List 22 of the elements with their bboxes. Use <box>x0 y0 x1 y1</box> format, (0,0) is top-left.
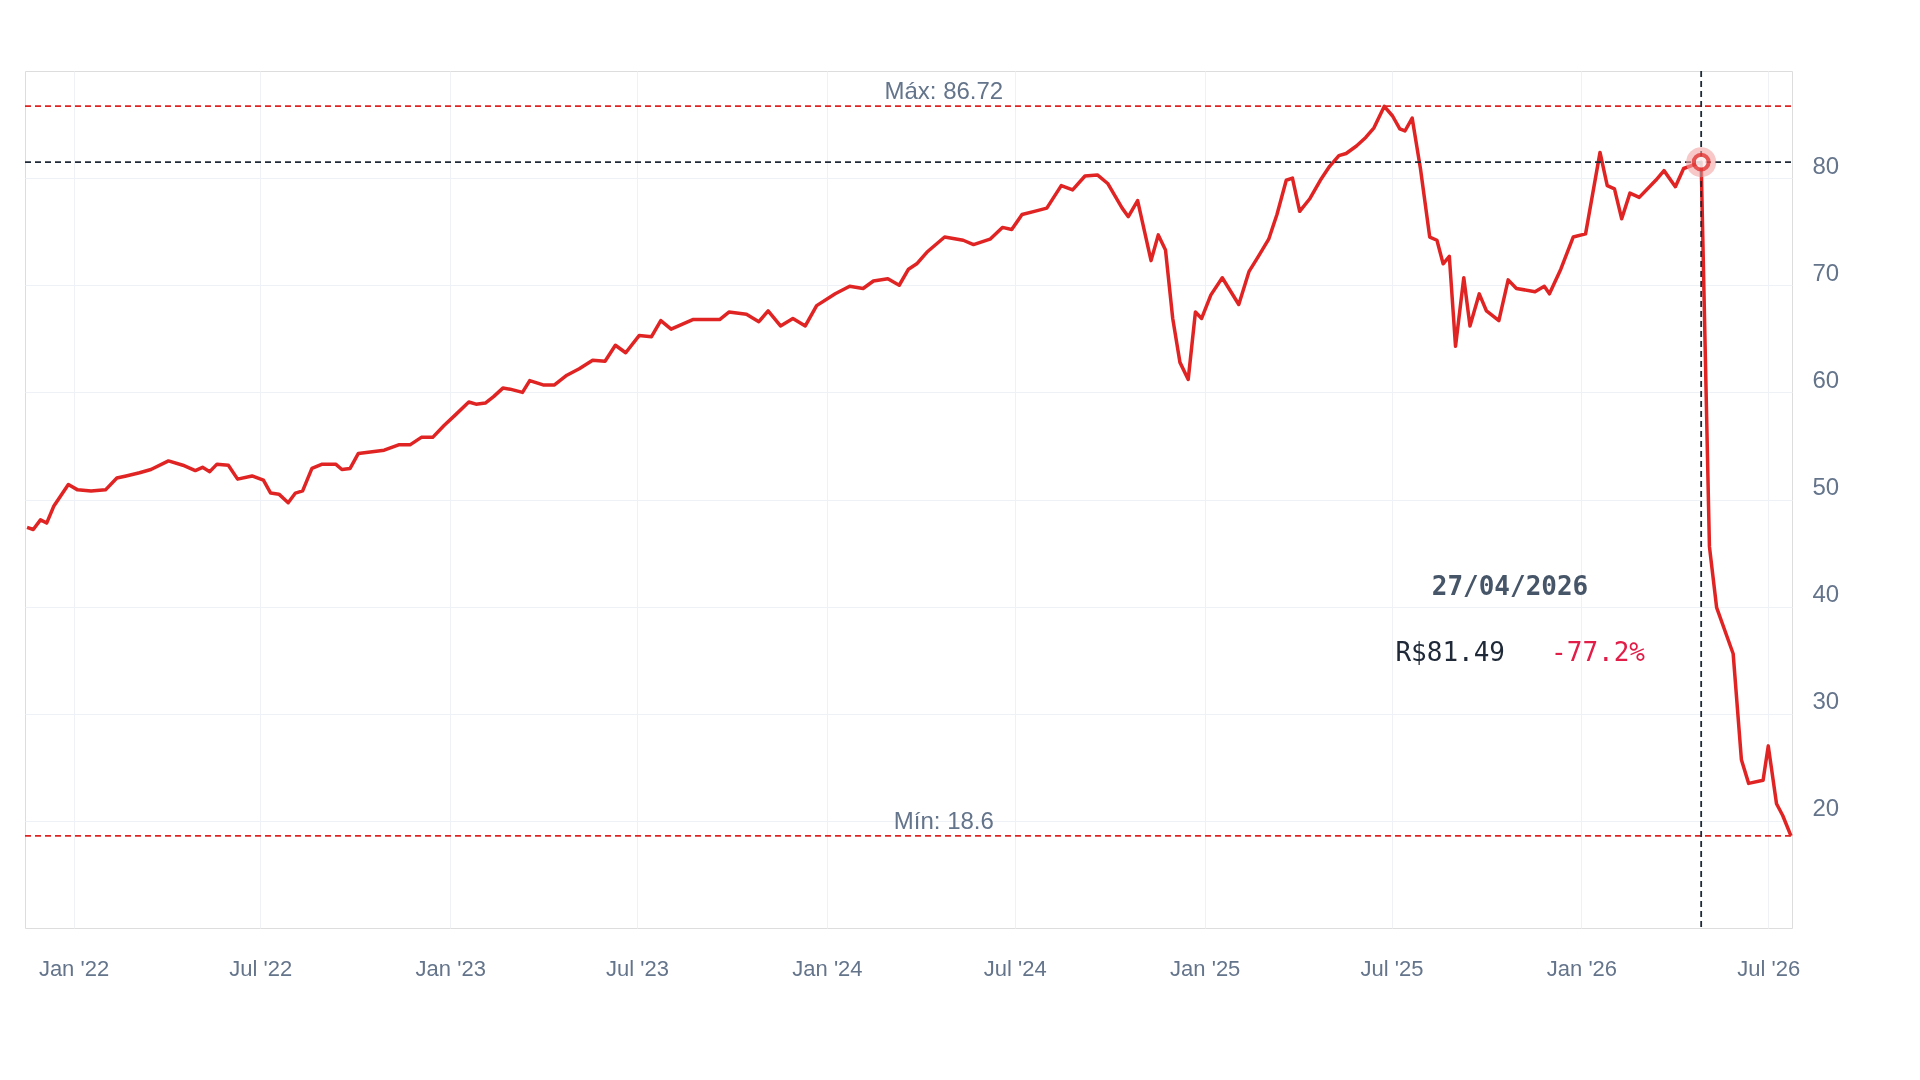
ref-line-label: Mín: 18.6 <box>893 806 994 834</box>
x-tick-label: Jul '22 <box>229 955 293 981</box>
x-tick-label: Jul '25 <box>1360 955 1424 981</box>
y-tick-label: 20 <box>1812 794 1840 822</box>
x-tick-label: Jan '24 <box>792 955 863 981</box>
x-tick-label: Jan '26 <box>1546 955 1618 981</box>
y-tick-label: 50 <box>1812 473 1840 500</box>
y-tick-label: 30 <box>1812 687 1840 715</box>
x-tick-label: Jan '23 <box>415 955 486 981</box>
annotation: 27/04/2026 <box>1431 571 1589 601</box>
annotation: R$81.49 <box>1395 637 1505 667</box>
x-tick-label: Jan '22 <box>38 955 110 981</box>
y-tick-label: 70 <box>1812 258 1840 286</box>
x-tick-label: Jul '24 <box>983 955 1047 981</box>
x-tick-label: Jan '25 <box>1170 955 1241 981</box>
ref-line-label: Máx: 86.72 <box>884 77 1004 105</box>
y-tick-label: 40 <box>1812 580 1840 608</box>
y-tick-label: 80 <box>1812 151 1840 179</box>
x-tick-label: Jul '26 <box>1737 955 1801 981</box>
y-tick-label: 60 <box>1812 365 1840 393</box>
annotation: -77.2% <box>1551 637 1646 667</box>
x-tick-label: Jul '23 <box>606 955 669 981</box>
